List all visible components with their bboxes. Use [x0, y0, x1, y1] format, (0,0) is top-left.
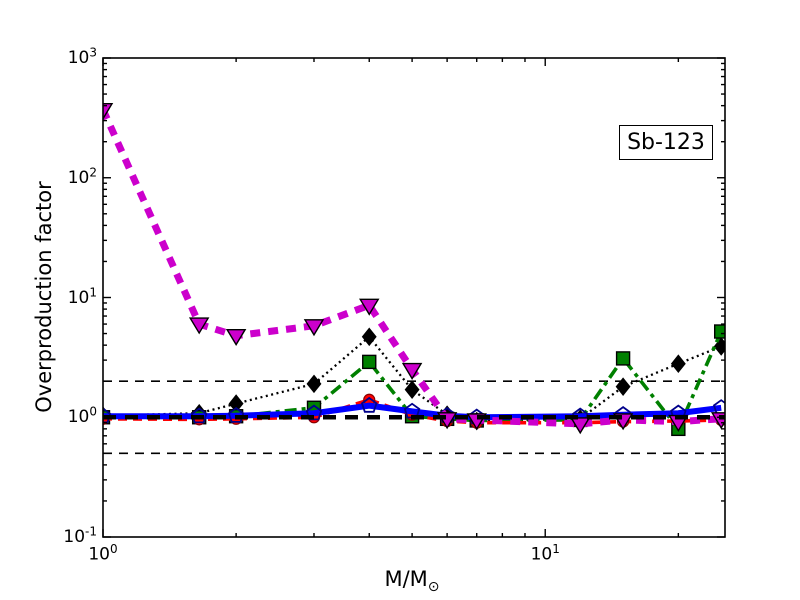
- triangle-down-marker: [225, 328, 247, 347]
- series-layer: [103, 103, 725, 455]
- y-tick-label: 100: [67, 404, 97, 428]
- triangle-down-marker: [303, 319, 325, 337]
- y-axis-label: Overproduction factor: [32, 181, 56, 413]
- x-axis-label-text: M/M: [384, 567, 428, 591]
- diamond-marker: [404, 380, 420, 399]
- isotope-annotation-box: Sb-123: [619, 125, 713, 160]
- y-tick-label: 102: [67, 165, 97, 188]
- triangle-down-marker: [359, 298, 380, 316]
- diamond-marker: [615, 377, 631, 396]
- triangle-down-marker: [401, 362, 423, 380]
- triangle-down-marker: [569, 417, 591, 435]
- pentagon-marker: [103, 407, 112, 424]
- y-tick-label: 103: [67, 45, 97, 69]
- x-tick-label: 100: [88, 542, 118, 565]
- ticks-layer: [102, 57, 725, 538]
- diamond-marker: [361, 327, 377, 347]
- diamond-marker: [713, 337, 725, 356]
- x-axis-label: M/M⊙: [384, 567, 439, 595]
- square-marker: [362, 354, 377, 370]
- black-dotted-diamonds-line: [103, 335, 722, 423]
- square-marker: [615, 351, 631, 366]
- y-tick-label: 101: [67, 285, 97, 308]
- triangle-down-marker: [103, 103, 114, 121]
- isotope-annotation-label: Sb-123: [627, 130, 705, 155]
- diamond-marker: [306, 374, 322, 394]
- sun-symbol: ⊙: [427, 579, 440, 595]
- square-marker: [713, 324, 725, 339]
- diamond-marker: [670, 354, 686, 374]
- y-tick-label: 10-1: [63, 524, 97, 548]
- pentagon-marker: [190, 407, 208, 424]
- pentagon-marker: [227, 406, 245, 423]
- pentagon-marker: [360, 396, 378, 413]
- x-tick-label: 101: [530, 542, 560, 565]
- triangle-down-marker: [188, 317, 210, 335]
